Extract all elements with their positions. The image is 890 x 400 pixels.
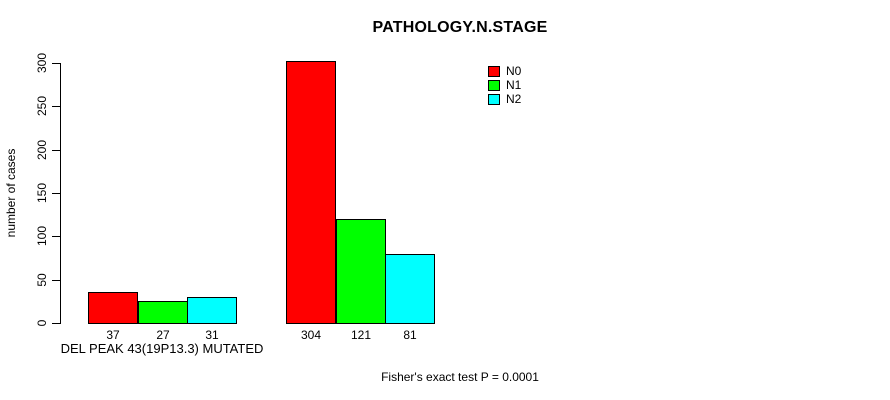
legend: N0 N1 N2 bbox=[488, 64, 521, 106]
bar-n2-group2 bbox=[385, 254, 435, 324]
bar-n0-group1 bbox=[88, 292, 138, 324]
legend-swatch-n0 bbox=[488, 65, 500, 77]
y-axis-tick-label: 150 bbox=[35, 182, 49, 204]
legend-swatch-n2 bbox=[488, 93, 500, 105]
bar-n1-group1 bbox=[138, 301, 188, 324]
bar-value-label: 121 bbox=[350, 328, 372, 342]
y-axis-tick-label: 300 bbox=[35, 52, 49, 74]
stat-test-caption: Fisher's exact test P = 0.0001 bbox=[381, 370, 539, 384]
y-axis-tick bbox=[52, 236, 60, 237]
legend-item-n2: N2 bbox=[488, 92, 521, 106]
legend-swatch-n1 bbox=[488, 79, 500, 91]
legend-label: N1 bbox=[506, 78, 522, 92]
legend-label: N2 bbox=[506, 92, 522, 106]
y-axis-tick-label: 250 bbox=[35, 95, 49, 117]
y-axis-tick bbox=[52, 193, 60, 194]
y-axis-label: number of cases bbox=[4, 148, 18, 238]
y-axis-tick-label: 50 bbox=[35, 273, 49, 287]
bar-n1-group2 bbox=[336, 219, 386, 324]
bar-value-label: 31 bbox=[205, 328, 219, 342]
legend-label: N0 bbox=[506, 64, 522, 78]
bar-value-label: 304 bbox=[300, 328, 322, 342]
x-axis-label: DEL PEAK 43(19P13.3) MUTATED bbox=[60, 341, 264, 356]
y-axis-tick bbox=[52, 63, 60, 64]
bar-value-label: 37 bbox=[106, 328, 120, 342]
bar-value-label: 27 bbox=[156, 328, 170, 342]
y-axis-tick-label: 0 bbox=[35, 319, 49, 327]
bar-value-label: 81 bbox=[403, 328, 417, 342]
y-axis-tick bbox=[52, 150, 60, 151]
y-axis-tick-label: 200 bbox=[35, 139, 49, 161]
y-axis-tick bbox=[52, 280, 60, 281]
bar-n0-group2 bbox=[286, 61, 336, 324]
bar-n2-group1 bbox=[187, 297, 237, 324]
y-axis-tick bbox=[52, 106, 60, 107]
chart-title: PATHOLOGY.N.STAGE bbox=[372, 19, 548, 36]
y-axis-tick bbox=[52, 323, 60, 324]
y-axis-tick-label: 100 bbox=[35, 225, 49, 247]
legend-item-n1: N1 bbox=[488, 78, 521, 92]
legend-item-n0: N0 bbox=[488, 64, 521, 78]
y-axis-line bbox=[60, 63, 61, 324]
